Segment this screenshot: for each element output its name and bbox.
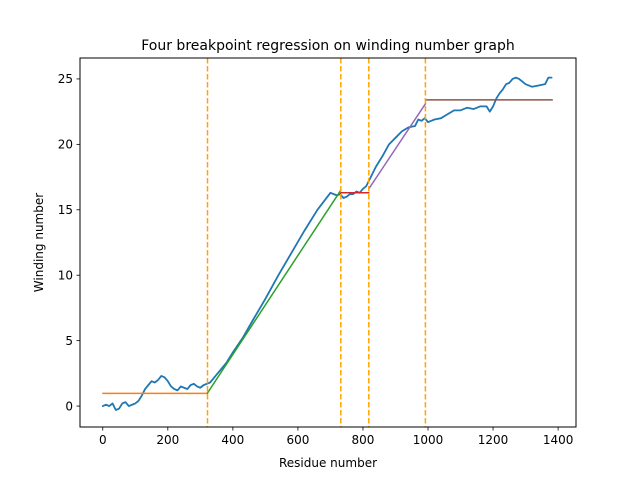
regression-segment-2 <box>206 189 342 394</box>
x-tick-label: 600 <box>286 433 309 447</box>
y-tick-label: 15 <box>58 203 73 217</box>
regression-segment-4 <box>368 103 427 190</box>
y-axis-ticks: 0 5 10 15 20 25 <box>58 72 80 413</box>
chart-title: Four breakpoint regression on winding nu… <box>141 38 515 54</box>
y-tick-label: 20 <box>58 138 73 152</box>
plot-area <box>101 58 554 427</box>
x-axis-ticks: 0 200 400 600 800 1000 1200 1400 <box>99 427 573 447</box>
x-tick-label: 0 <box>99 433 107 447</box>
x-tick-label: 200 <box>156 433 179 447</box>
x-tick-label: 800 <box>352 433 375 447</box>
y-axis-label: Winding number <box>32 193 46 292</box>
y-tick-label: 0 <box>65 399 73 413</box>
winding-number-line <box>101 76 553 411</box>
x-tick-label: 1400 <box>543 433 574 447</box>
y-tick-label: 5 <box>65 334 73 348</box>
plot-frame <box>79 57 577 428</box>
x-tick-label: 1000 <box>413 433 444 447</box>
y-tick-label: 10 <box>58 269 73 283</box>
y-tick-label: 25 <box>58 72 73 86</box>
x-axis-label: Residue number <box>279 456 377 470</box>
x-tick-label: 400 <box>221 433 244 447</box>
x-tick-label: 1200 <box>478 433 509 447</box>
